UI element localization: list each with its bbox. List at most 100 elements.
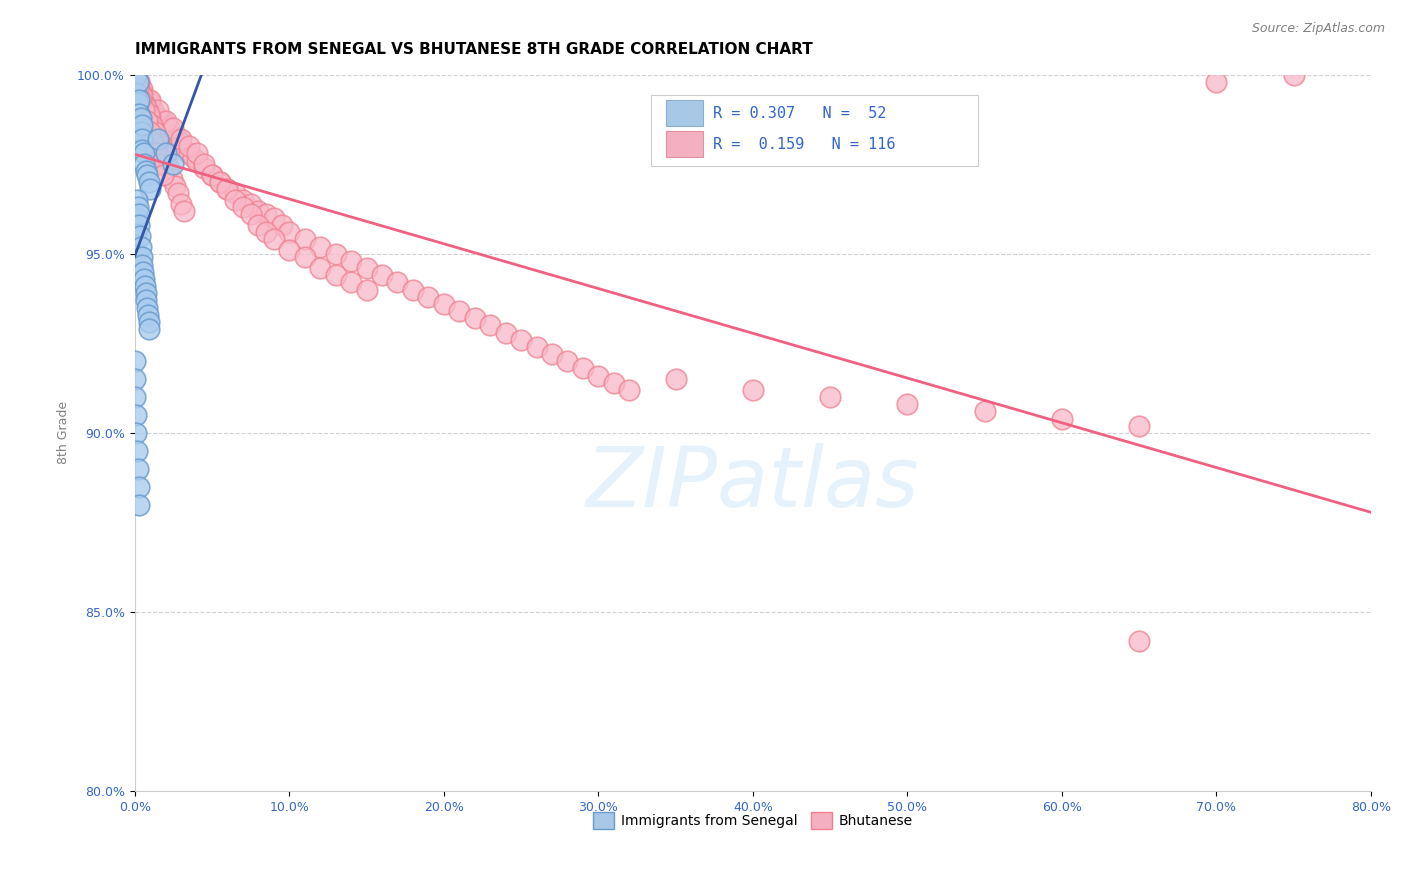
Point <box>128 75 150 89</box>
Text: R = 0.307   N =  52: R = 0.307 N = 52 <box>713 106 887 120</box>
Point <box>449 304 471 318</box>
Point <box>186 153 208 168</box>
Point <box>325 246 347 260</box>
Point <box>124 354 146 368</box>
Point <box>294 251 316 265</box>
Point <box>125 408 148 422</box>
Point <box>125 443 148 458</box>
Point <box>167 186 190 200</box>
Point <box>131 82 153 96</box>
Point <box>1050 411 1073 425</box>
Point <box>138 107 160 121</box>
Y-axis label: 8th Grade: 8th Grade <box>58 401 70 465</box>
Point <box>124 390 146 404</box>
Legend: Immigrants from Senegal, Bhutanese: Immigrants from Senegal, Bhutanese <box>588 806 918 835</box>
Point <box>208 175 231 189</box>
Point <box>138 315 160 329</box>
Point <box>387 276 409 290</box>
Point <box>152 168 174 182</box>
Point <box>146 111 169 125</box>
Point <box>132 146 155 161</box>
Point <box>128 480 150 494</box>
Point <box>129 125 152 139</box>
Point <box>818 390 841 404</box>
Point <box>163 178 186 193</box>
Point <box>433 297 456 311</box>
Point <box>495 326 517 340</box>
Point <box>1128 633 1150 648</box>
Point <box>239 196 262 211</box>
Point <box>665 372 688 386</box>
Point <box>139 93 162 107</box>
Point <box>146 136 169 150</box>
Point <box>125 103 148 118</box>
Point <box>127 462 149 476</box>
Point <box>167 132 190 146</box>
Point <box>136 103 159 118</box>
Point <box>572 361 595 376</box>
Point <box>263 211 285 225</box>
Point <box>217 182 239 196</box>
Point <box>201 168 224 182</box>
Point <box>128 207 150 221</box>
Point <box>146 132 169 146</box>
Point <box>309 239 332 253</box>
Point <box>232 193 254 207</box>
Point <box>557 354 579 368</box>
Point <box>125 193 148 207</box>
Point <box>124 372 146 386</box>
Point <box>142 136 165 150</box>
Point <box>170 132 193 146</box>
Point <box>128 121 150 136</box>
Point <box>128 75 150 89</box>
Point <box>170 196 193 211</box>
Point <box>146 103 169 118</box>
Point <box>270 218 292 232</box>
Point <box>138 322 160 336</box>
Point <box>152 114 174 128</box>
Point <box>125 425 148 440</box>
Point <box>619 383 641 397</box>
FancyBboxPatch shape <box>651 95 977 166</box>
Point <box>128 93 150 107</box>
Point <box>541 347 564 361</box>
Point <box>173 143 195 157</box>
Point <box>224 193 246 207</box>
Point <box>177 139 200 153</box>
Point <box>510 333 533 347</box>
Point <box>162 157 184 171</box>
Point <box>129 228 152 243</box>
Point <box>340 276 363 290</box>
Point <box>141 118 163 132</box>
Point <box>127 82 149 96</box>
Point <box>128 218 150 232</box>
Point <box>132 272 155 286</box>
Point <box>186 146 208 161</box>
Point <box>127 96 149 111</box>
Point <box>177 146 200 161</box>
Point <box>142 121 165 136</box>
Point <box>254 225 277 239</box>
Point <box>135 164 157 178</box>
Point <box>183 150 205 164</box>
Point <box>152 146 174 161</box>
Point <box>136 308 159 322</box>
Point <box>138 175 160 189</box>
Point <box>208 175 231 189</box>
Point <box>135 293 157 308</box>
Point <box>294 232 316 246</box>
Point <box>139 182 162 196</box>
Point <box>193 157 215 171</box>
Point <box>145 128 167 143</box>
Point <box>588 368 610 383</box>
Point <box>129 111 152 125</box>
Point <box>131 251 153 265</box>
Point <box>129 93 152 107</box>
Point <box>603 376 626 390</box>
Point <box>254 207 277 221</box>
Point <box>1205 75 1227 89</box>
Text: Source: ZipAtlas.com: Source: ZipAtlas.com <box>1251 22 1385 36</box>
Point <box>155 118 177 132</box>
Point <box>125 86 148 100</box>
Point <box>128 498 150 512</box>
